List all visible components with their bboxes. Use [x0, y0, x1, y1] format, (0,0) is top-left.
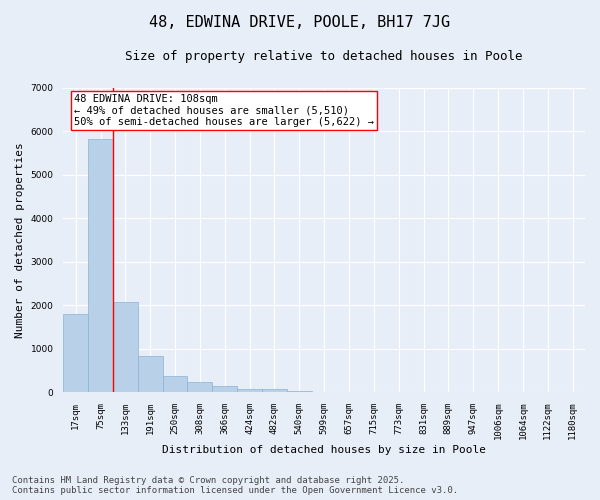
Y-axis label: Number of detached properties: Number of detached properties [15, 142, 25, 338]
Text: 48, EDWINA DRIVE, POOLE, BH17 7JG: 48, EDWINA DRIVE, POOLE, BH17 7JG [149, 15, 451, 30]
Bar [113, 302, 138, 392]
Bar [187, 382, 212, 392]
Bar [88, 139, 113, 392]
Bar [262, 388, 287, 392]
Text: 48 EDWINA DRIVE: 108sqm
← 49% of detached houses are smaller (5,510)
50% of semi: 48 EDWINA DRIVE: 108sqm ← 49% of detache… [74, 94, 374, 127]
Bar [63, 314, 88, 392]
Bar [163, 376, 187, 392]
Title: Size of property relative to detached houses in Poole: Size of property relative to detached ho… [125, 50, 523, 63]
Bar [212, 386, 237, 392]
Text: Contains HM Land Registry data © Crown copyright and database right 2025.
Contai: Contains HM Land Registry data © Crown c… [12, 476, 458, 495]
Bar [287, 391, 312, 392]
Bar [237, 388, 262, 392]
X-axis label: Distribution of detached houses by size in Poole: Distribution of detached houses by size … [162, 445, 486, 455]
Bar [138, 356, 163, 392]
